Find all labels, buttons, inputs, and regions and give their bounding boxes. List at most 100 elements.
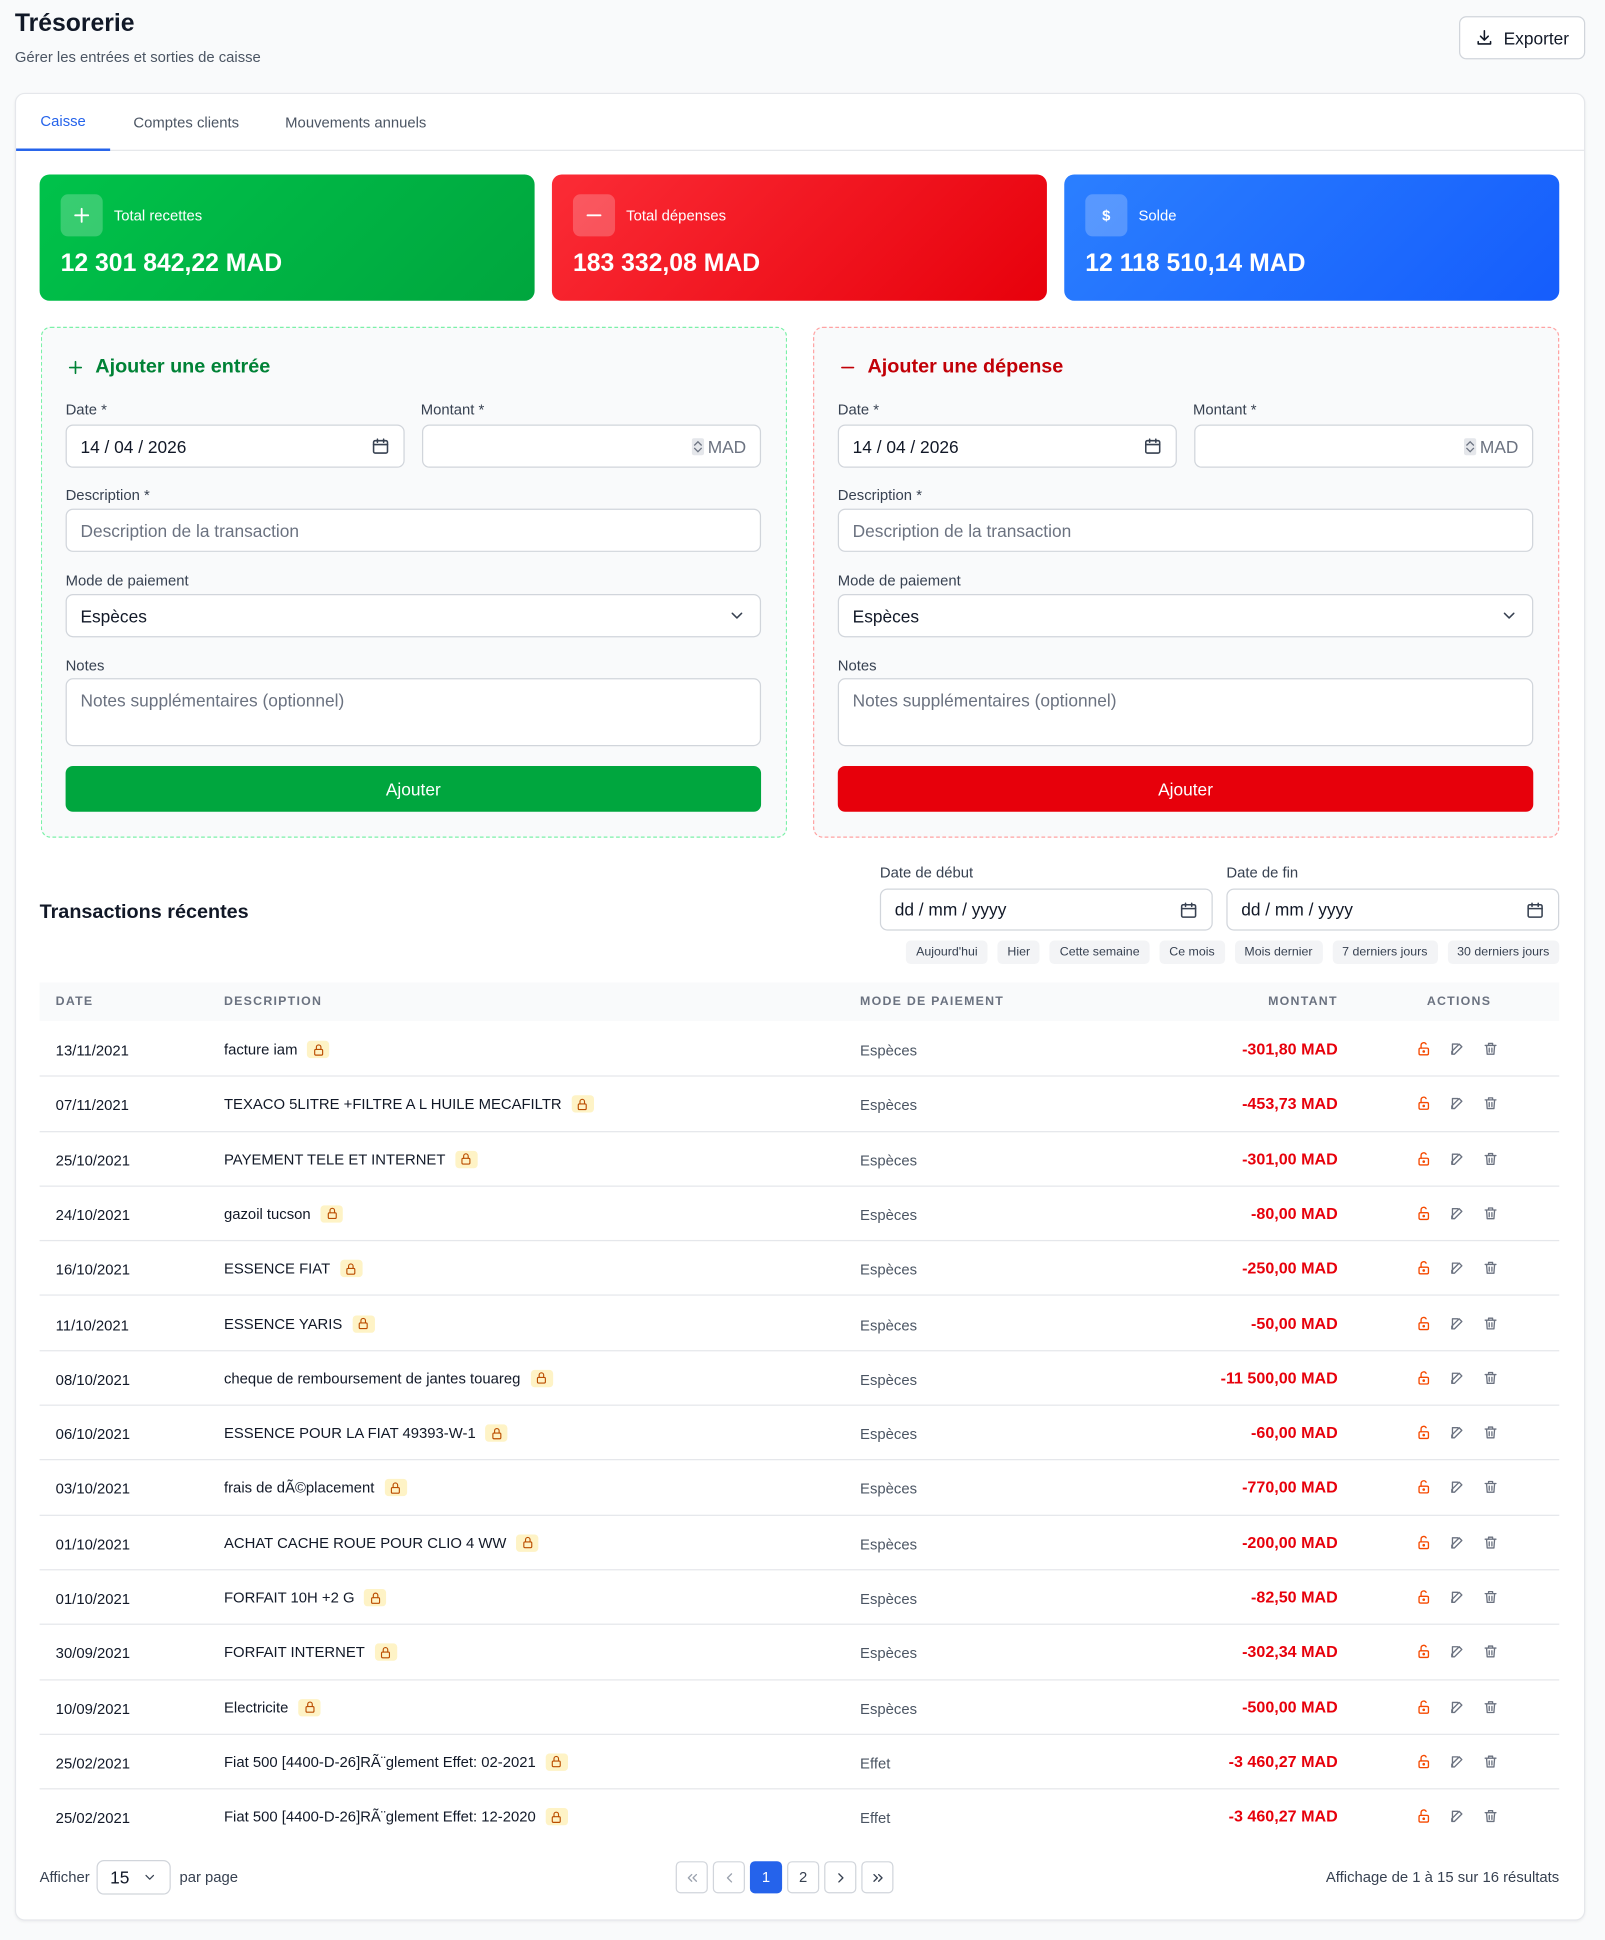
amount-input[interactable]: MAD xyxy=(421,424,762,468)
description-input[interactable]: Description de la transaction xyxy=(837,508,1534,552)
per-page-select[interactable]: 15 xyxy=(96,1859,171,1895)
edit-action[interactable] xyxy=(1449,1041,1465,1063)
delete-action[interactable] xyxy=(1483,1260,1499,1282)
edit-action[interactable] xyxy=(1449,1096,1465,1118)
delete-action[interactable] xyxy=(1483,1205,1499,1227)
submit-button[interactable]: Ajouter xyxy=(837,766,1534,812)
last-page[interactable] xyxy=(861,1861,894,1894)
cell-payment: Espèces xyxy=(860,1645,918,1663)
tab[interactable]: Mouvements annuels xyxy=(285,113,427,132)
unlock-action[interactable] xyxy=(1416,1096,1432,1118)
tab[interactable]: Caisse xyxy=(16,94,111,151)
edit-action[interactable] xyxy=(1449,1424,1465,1446)
unlock-action[interactable] xyxy=(1416,1753,1432,1775)
unlock-action[interactable] xyxy=(1416,1315,1432,1337)
export-button[interactable]: Exporter xyxy=(1459,16,1586,60)
delete-action[interactable] xyxy=(1483,1041,1499,1063)
preset-chip[interactable]: 7 derniers jours xyxy=(1332,940,1438,965)
unlock-action[interactable] xyxy=(1416,1589,1432,1611)
preset-chip[interactable]: Cette semaine xyxy=(1049,940,1150,965)
delete-action[interactable] xyxy=(1483,1589,1499,1611)
edit-action[interactable] xyxy=(1449,1205,1465,1227)
spinner[interactable] xyxy=(691,437,704,455)
payment-select[interactable]: Espèces xyxy=(65,594,762,638)
delete-action[interactable] xyxy=(1483,1479,1499,1501)
unlock-action[interactable] xyxy=(1416,1041,1432,1063)
first-page[interactable] xyxy=(675,1861,708,1894)
date-input[interactable]: 14 / 04 / 2026 xyxy=(837,424,1177,468)
unlock-action[interactable] xyxy=(1416,1424,1432,1446)
field-label: Notes xyxy=(837,657,877,675)
edit-action[interactable] xyxy=(1449,1315,1465,1337)
page-button[interactable]: 2 xyxy=(787,1861,820,1894)
delete-action[interactable] xyxy=(1483,1534,1499,1556)
preset-chip[interactable]: Hier xyxy=(997,940,1040,965)
payment-select[interactable]: Espèces xyxy=(837,594,1534,638)
cell-description: facture iam xyxy=(224,1040,330,1059)
edit-action[interactable] xyxy=(1449,1534,1465,1556)
edit-action[interactable] xyxy=(1449,1589,1465,1611)
delete-action[interactable] xyxy=(1483,1370,1499,1392)
notes-textarea[interactable]: Notes supplémentaires (optionnel) xyxy=(837,678,1534,747)
delete-action[interactable] xyxy=(1483,1096,1499,1118)
edit-action[interactable] xyxy=(1449,1808,1465,1830)
icon xyxy=(1418,1590,1430,1604)
placeholder: Notes supplémentaires (optionnel) xyxy=(80,690,345,711)
icon xyxy=(1484,1700,1497,1713)
edit-action[interactable] xyxy=(1449,1644,1465,1666)
unlock-action[interactable] xyxy=(1416,1644,1432,1666)
delete-action[interactable] xyxy=(1483,1753,1499,1775)
preset-chip[interactable]: Mois dernier xyxy=(1234,940,1323,965)
delete-action[interactable] xyxy=(1483,1424,1499,1446)
page-button[interactable]: 1 xyxy=(749,1861,783,1894)
edit-action[interactable] xyxy=(1449,1370,1465,1392)
preset-chip[interactable]: Ce mois xyxy=(1159,940,1225,965)
preset-chip[interactable]: Aujourd'hui xyxy=(906,940,988,965)
delete-action[interactable] xyxy=(1483,1808,1499,1830)
next-page[interactable] xyxy=(824,1861,857,1894)
unlock-action[interactable] xyxy=(1416,1370,1432,1392)
date-input[interactable]: 14 / 04 / 2026 xyxy=(65,424,405,468)
unlock-action[interactable] xyxy=(1416,1150,1432,1172)
cell-payment: Espèces xyxy=(860,1151,918,1169)
prev-page[interactable] xyxy=(712,1861,745,1894)
notes-textarea[interactable]: Notes supplémentaires (optionnel) xyxy=(65,678,762,747)
card-label: Total recettes xyxy=(113,206,203,224)
locked-badge xyxy=(352,1314,375,1333)
description: FORFAIT INTERNET xyxy=(223,1643,365,1662)
unlock-action[interactable] xyxy=(1416,1479,1432,1501)
icon xyxy=(731,612,743,619)
unlock-action[interactable] xyxy=(1416,1205,1432,1227)
unlock-action[interactable] xyxy=(1416,1534,1432,1556)
icon xyxy=(1477,30,1492,45)
cell-date: 16/10/2021 xyxy=(55,1261,131,1279)
icon xyxy=(1484,1371,1497,1384)
unlock-action[interactable] xyxy=(1416,1699,1432,1721)
description-input[interactable]: Description de la transaction xyxy=(65,508,762,552)
table-header-bg xyxy=(39,982,1560,1021)
unlock-action[interactable] xyxy=(1416,1808,1432,1830)
unlock-action[interactable] xyxy=(1416,1260,1432,1282)
edit-action[interactable] xyxy=(1449,1753,1465,1775)
card-icon: $ xyxy=(1085,194,1128,237)
tab[interactable]: Comptes clients xyxy=(133,113,240,132)
spinner[interactable] xyxy=(1463,437,1477,455)
edit-action[interactable] xyxy=(1449,1479,1465,1501)
edit-action[interactable] xyxy=(1449,1260,1465,1282)
delete-action[interactable] xyxy=(1483,1699,1499,1721)
locked-badge xyxy=(298,1698,321,1716)
cell-payment: Espèces xyxy=(860,1535,918,1553)
delete-action[interactable] xyxy=(1483,1644,1499,1666)
cell-date: 06/10/2021 xyxy=(55,1425,131,1444)
form-title: Ajouter une entrée xyxy=(66,356,271,378)
date-filter[interactable]: dd / mm / yyyy xyxy=(879,888,1213,931)
edit-action[interactable] xyxy=(1449,1150,1465,1172)
amount-input[interactable]: MAD xyxy=(1194,424,1534,468)
delete-action[interactable] xyxy=(1483,1315,1499,1337)
date-filter[interactable]: dd / mm / yyyy xyxy=(1226,888,1560,931)
delete-action[interactable] xyxy=(1483,1150,1499,1172)
locked-badge xyxy=(340,1260,363,1278)
edit-action[interactable] xyxy=(1449,1699,1465,1721)
preset-chip[interactable]: 30 derniers jours xyxy=(1447,940,1560,965)
submit-button[interactable]: Ajouter xyxy=(65,766,762,812)
